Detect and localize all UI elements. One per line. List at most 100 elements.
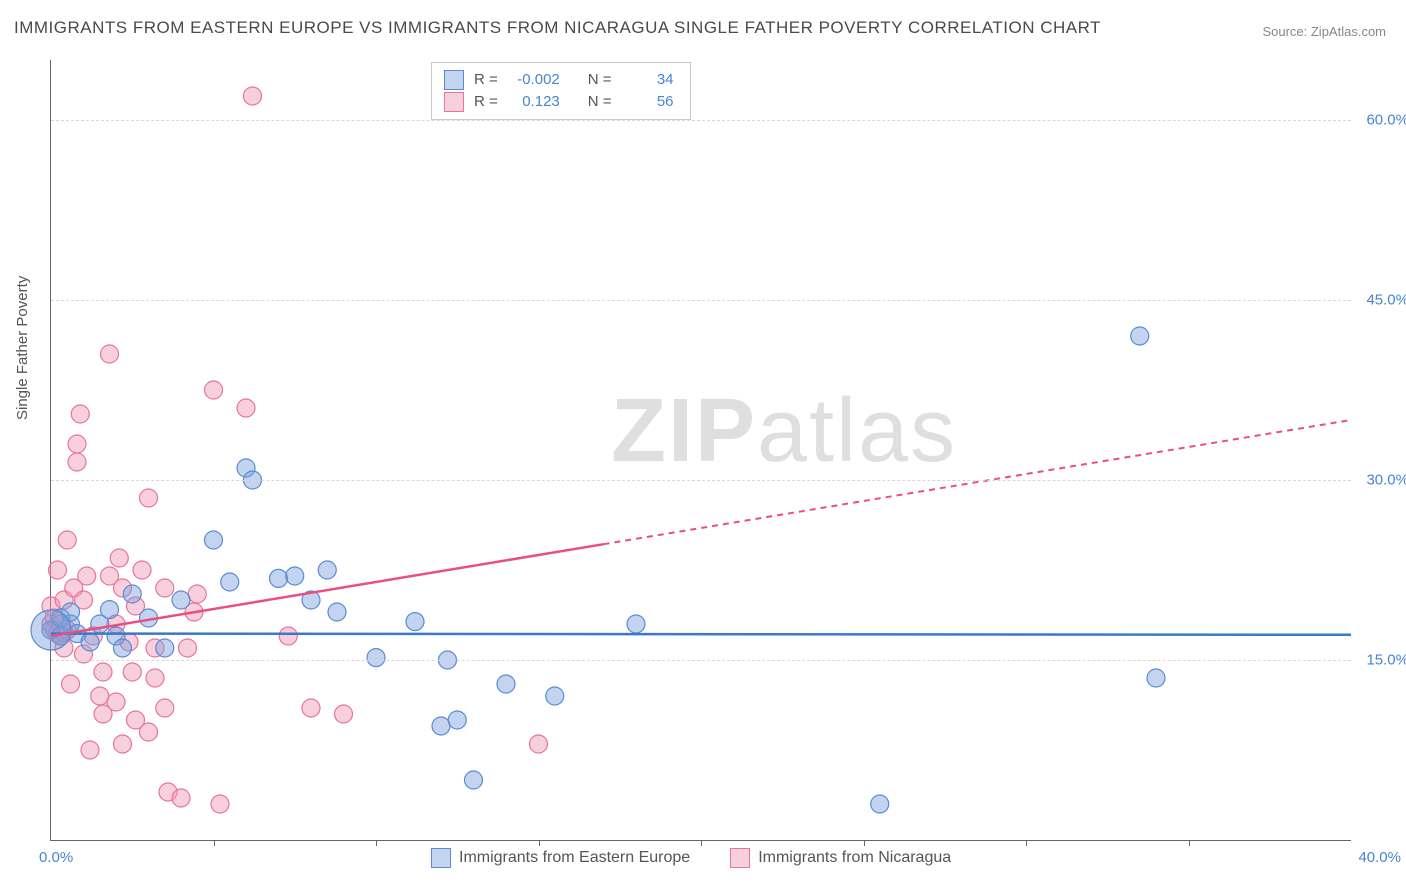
gridline-h — [51, 300, 1351, 301]
scatter-point-nicaragua — [81, 741, 99, 759]
scatter-point-nicaragua — [114, 735, 132, 753]
scatter-point-eastern_europe — [465, 771, 483, 789]
scatter-point-eastern_europe — [448, 711, 466, 729]
x-tick-mark — [1189, 840, 1190, 846]
scatter-point-eastern_europe — [205, 531, 223, 549]
chart-svg — [51, 60, 1351, 840]
gridline-h — [51, 480, 1351, 481]
stat-n-label2: N = — [588, 91, 612, 113]
scatter-point-nicaragua — [156, 579, 174, 597]
x-tick-min: 0.0% — [39, 849, 73, 866]
scatter-point-eastern_europe — [497, 675, 515, 693]
stat-r-label2: R = — [474, 91, 498, 113]
stat-n2-value: 56 — [622, 91, 674, 113]
scatter-point-nicaragua — [94, 663, 112, 681]
scatter-point-eastern_europe — [367, 649, 385, 667]
y-axis-label: Single Father Poverty — [14, 276, 31, 420]
scatter-point-nicaragua — [530, 735, 548, 753]
scatter-point-nicaragua — [279, 627, 297, 645]
scatter-point-nicaragua — [58, 531, 76, 549]
scatter-point-nicaragua — [91, 687, 109, 705]
gridline-h — [51, 120, 1351, 121]
x-tick-mark — [864, 840, 865, 846]
stats-row-series1: R = -0.002 N = 34 — [444, 69, 674, 91]
legend-item-series1: Immigrants from Eastern Europe — [431, 848, 690, 868]
scatter-point-nicaragua — [146, 669, 164, 687]
stat-r-label: R = — [474, 69, 498, 91]
scatter-point-nicaragua — [71, 405, 89, 423]
scatter-point-nicaragua — [172, 789, 190, 807]
scatter-point-nicaragua — [211, 795, 229, 813]
stats-box: R = -0.002 N = 34 R = 0.123 N = 56 — [431, 62, 691, 120]
swatch-series1 — [444, 70, 464, 90]
scatter-point-eastern_europe — [1131, 327, 1149, 345]
x-tick-mark — [214, 840, 215, 846]
scatter-point-nicaragua — [244, 87, 262, 105]
stat-n-label: N = — [588, 69, 612, 91]
legend-item-series2: Immigrants from Nicaragua — [730, 848, 951, 868]
scatter-point-eastern_europe — [31, 610, 71, 650]
scatter-point-nicaragua — [140, 723, 158, 741]
y-tick-label: 30.0% — [1366, 472, 1406, 489]
legend-swatch-series2 — [730, 848, 750, 868]
scatter-point-eastern_europe — [101, 601, 119, 619]
scatter-point-nicaragua — [140, 489, 158, 507]
bottom-legend: Immigrants from Eastern Europe Immigrant… — [431, 848, 951, 868]
scatter-point-nicaragua — [49, 561, 67, 579]
gridline-h — [51, 660, 1351, 661]
scatter-point-eastern_europe — [81, 633, 99, 651]
scatter-point-nicaragua — [302, 699, 320, 717]
swatch-series2 — [444, 92, 464, 112]
scatter-point-eastern_europe — [286, 567, 304, 585]
scatter-point-eastern_europe — [114, 639, 132, 657]
y-tick-label: 45.0% — [1366, 292, 1406, 309]
scatter-point-nicaragua — [101, 345, 119, 363]
scatter-point-nicaragua — [133, 561, 151, 579]
trendline-eastern_europe — [51, 634, 1351, 635]
y-tick-label: 60.0% — [1366, 112, 1406, 129]
legend-label-series2: Immigrants from Nicaragua — [758, 849, 951, 867]
scatter-point-nicaragua — [68, 435, 86, 453]
source-attribution: Source: ZipAtlas.com — [1262, 24, 1386, 39]
scatter-point-eastern_europe — [627, 615, 645, 633]
stat-r2-value: 0.123 — [508, 91, 560, 113]
scatter-point-eastern_europe — [546, 687, 564, 705]
scatter-point-nicaragua — [110, 549, 128, 567]
legend-label-series1: Immigrants from Eastern Europe — [459, 849, 690, 867]
scatter-point-eastern_europe — [432, 717, 450, 735]
scatter-point-nicaragua — [205, 381, 223, 399]
scatter-point-nicaragua — [78, 567, 96, 585]
scatter-point-nicaragua — [237, 399, 255, 417]
x-tick-mark — [539, 840, 540, 846]
scatter-point-eastern_europe — [221, 573, 239, 591]
x-tick-mark — [1026, 840, 1027, 846]
x-tick-mark — [376, 840, 377, 846]
scatter-point-eastern_europe — [318, 561, 336, 579]
stat-n1-value: 34 — [622, 69, 674, 91]
scatter-point-eastern_europe — [871, 795, 889, 813]
x-tick-mark — [701, 840, 702, 846]
legend-swatch-series1 — [431, 848, 451, 868]
scatter-point-nicaragua — [62, 675, 80, 693]
scatter-point-nicaragua — [68, 453, 86, 471]
scatter-point-nicaragua — [179, 639, 197, 657]
plot-area: ZIPatlas R = -0.002 N = 34 R = 0.123 N =… — [50, 60, 1351, 841]
trendline-dash-nicaragua — [604, 420, 1352, 544]
scatter-point-eastern_europe — [270, 569, 288, 587]
stats-row-series2: R = 0.123 N = 56 — [444, 91, 674, 113]
chart-title: IMMIGRANTS FROM EASTERN EUROPE VS IMMIGR… — [14, 18, 1101, 38]
x-tick-max: 40.0% — [1358, 849, 1401, 866]
scatter-point-eastern_europe — [328, 603, 346, 621]
scatter-point-nicaragua — [188, 585, 206, 603]
scatter-point-eastern_europe — [123, 585, 141, 603]
scatter-point-nicaragua — [156, 699, 174, 717]
y-tick-label: 15.0% — [1366, 652, 1406, 669]
scatter-point-eastern_europe — [172, 591, 190, 609]
stat-r1-value: -0.002 — [508, 69, 560, 91]
scatter-point-nicaragua — [107, 693, 125, 711]
scatter-point-eastern_europe — [1147, 669, 1165, 687]
scatter-point-eastern_europe — [406, 613, 424, 631]
scatter-point-nicaragua — [335, 705, 353, 723]
scatter-point-eastern_europe — [156, 639, 174, 657]
scatter-point-nicaragua — [123, 663, 141, 681]
